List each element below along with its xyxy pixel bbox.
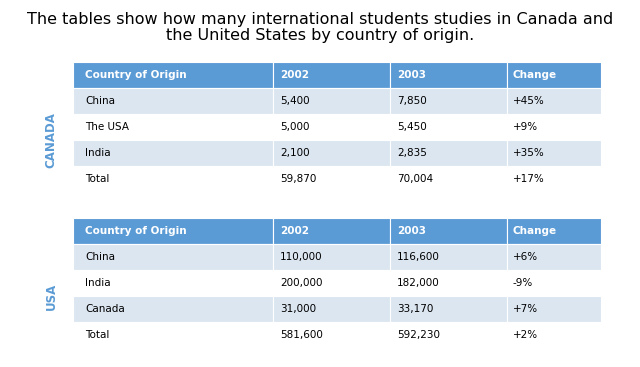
Text: 5,450: 5,450 (397, 122, 427, 132)
Text: 182,000: 182,000 (397, 278, 440, 288)
Bar (507, 62, 601, 88)
Bar (73, 88, 273, 114)
Text: India: India (85, 278, 111, 288)
Text: 59,870: 59,870 (280, 174, 316, 184)
Text: Total: Total (85, 330, 109, 340)
Bar (273, 244, 390, 270)
Bar (390, 62, 507, 88)
Bar (73, 62, 273, 88)
Text: the United States by country of origin.: the United States by country of origin. (166, 28, 474, 43)
Bar (390, 270, 507, 296)
Text: 2002: 2002 (280, 226, 309, 236)
Bar (390, 296, 507, 322)
Bar (73, 140, 273, 166)
Bar (273, 322, 390, 348)
Text: +2%: +2% (513, 330, 538, 340)
Bar (390, 114, 507, 140)
Text: 110,000: 110,000 (280, 252, 323, 262)
Text: 2003: 2003 (397, 226, 426, 236)
Bar (73, 114, 273, 140)
Text: 31,000: 31,000 (280, 304, 316, 314)
Bar (73, 322, 273, 348)
Bar (73, 218, 273, 244)
Bar (73, 166, 273, 192)
Bar (507, 270, 601, 296)
Bar (390, 218, 507, 244)
Text: The USA: The USA (85, 122, 129, 132)
Bar (273, 140, 390, 166)
Text: China: China (85, 252, 115, 262)
Bar (73, 296, 273, 322)
Text: 2,835: 2,835 (397, 148, 427, 158)
Bar (390, 322, 507, 348)
Text: Change: Change (513, 226, 557, 236)
Bar (507, 166, 601, 192)
Bar (73, 270, 273, 296)
Text: +17%: +17% (513, 174, 545, 184)
Bar (507, 114, 601, 140)
Bar (273, 114, 390, 140)
Text: USA: USA (45, 282, 58, 310)
Text: Total: Total (85, 174, 109, 184)
Text: The tables show how many international students studies in Canada and: The tables show how many international s… (27, 12, 613, 27)
Bar (390, 166, 507, 192)
Text: 5,000: 5,000 (280, 122, 310, 132)
Bar (273, 62, 390, 88)
Text: 7,850: 7,850 (397, 96, 427, 106)
Text: 33,170: 33,170 (397, 304, 433, 314)
Bar (507, 218, 601, 244)
Text: -9%: -9% (513, 278, 533, 288)
Bar (73, 244, 273, 270)
Text: 2,100: 2,100 (280, 148, 310, 158)
Bar (273, 270, 390, 296)
Text: 581,600: 581,600 (280, 330, 323, 340)
Text: 70,004: 70,004 (397, 174, 433, 184)
Text: CANADA: CANADA (45, 112, 58, 168)
Text: Country of Origin: Country of Origin (85, 226, 187, 236)
Text: 592,230: 592,230 (397, 330, 440, 340)
Text: Country of Origin: Country of Origin (85, 70, 187, 80)
Text: 2002: 2002 (280, 70, 309, 80)
Text: 200,000: 200,000 (280, 278, 323, 288)
Text: +9%: +9% (513, 122, 538, 132)
Bar (507, 88, 601, 114)
Text: +6%: +6% (513, 252, 538, 262)
Bar (507, 296, 601, 322)
Text: 5,400: 5,400 (280, 96, 310, 106)
Text: Canada: Canada (85, 304, 125, 314)
Text: 116,600: 116,600 (397, 252, 440, 262)
Text: Change: Change (513, 70, 557, 80)
Bar (390, 244, 507, 270)
Bar (507, 322, 601, 348)
Bar (390, 140, 507, 166)
Bar (273, 218, 390, 244)
Text: China: China (85, 96, 115, 106)
Text: India: India (85, 148, 111, 158)
Text: 2003: 2003 (397, 70, 426, 80)
Bar (273, 166, 390, 192)
Bar (390, 88, 507, 114)
Bar (273, 296, 390, 322)
Bar (507, 244, 601, 270)
Bar (507, 140, 601, 166)
Text: +35%: +35% (513, 148, 545, 158)
Bar (273, 88, 390, 114)
Text: +45%: +45% (513, 96, 545, 106)
Text: +7%: +7% (513, 304, 538, 314)
